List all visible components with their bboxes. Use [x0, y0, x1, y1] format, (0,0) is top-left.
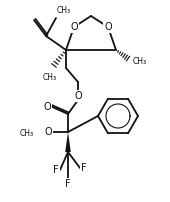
- Text: O: O: [74, 91, 82, 101]
- Text: F: F: [81, 163, 87, 173]
- Text: CH₃: CH₃: [43, 73, 57, 82]
- Text: CH₃: CH₃: [133, 58, 147, 66]
- Text: O: O: [44, 127, 52, 137]
- Polygon shape: [65, 132, 71, 152]
- Text: O: O: [43, 102, 51, 112]
- Text: O: O: [70, 22, 78, 32]
- Text: F: F: [53, 165, 59, 175]
- Text: CH₃: CH₃: [57, 6, 71, 15]
- Text: CH₃: CH₃: [20, 128, 34, 138]
- Text: F: F: [65, 179, 71, 189]
- Text: O: O: [104, 22, 112, 32]
